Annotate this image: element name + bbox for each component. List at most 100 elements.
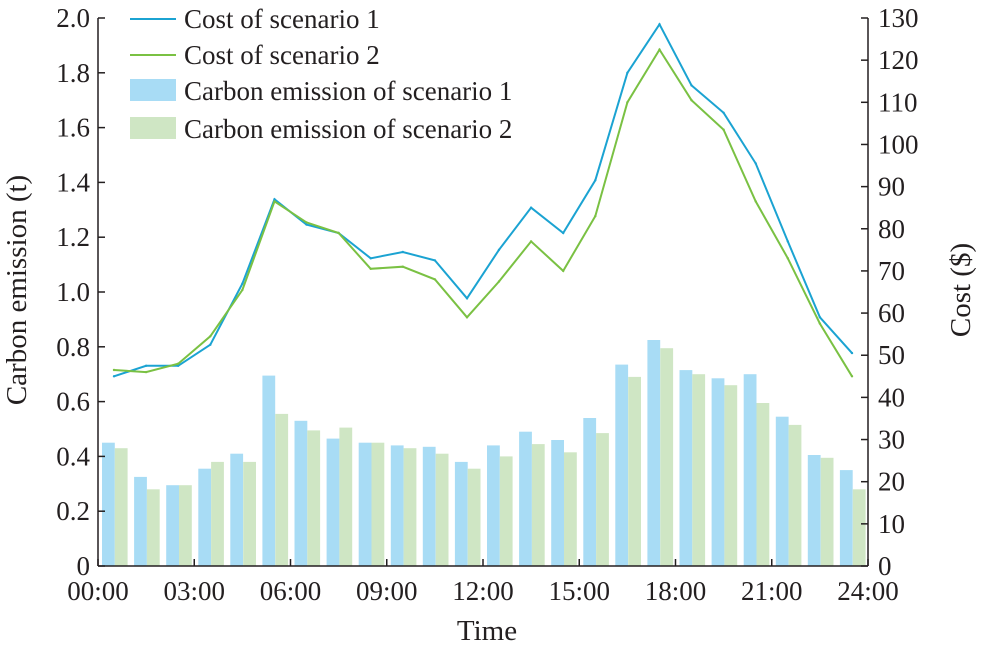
cost-point-scenario-2-hour-14 [562,269,565,273]
left-y-tick-label-10: 2.0 [56,3,90,33]
bar-scenario-2-hour-21 [788,424,802,566]
bar-scenario-2-hour-08 [371,442,385,566]
legend-label-cost-scenario-2: Cost of scenario 2 [184,40,380,70]
right-y-tick-label-5: 50 [878,340,905,370]
right-y-tick-label-8: 80 [878,214,905,244]
bar-scenario-2-hour-14 [564,452,577,566]
cost-point-scenario-1-hour-21 [786,240,789,243]
bar-scenario-1-hour-10 [422,446,436,566]
x-tick-label-3: 09:00 [356,576,418,606]
cost-point-scenario-2-hour-00 [112,368,116,372]
bar-scenario-2-hour-19 [724,385,738,566]
left-y-tick-label-7: 1.4 [56,167,90,197]
bar-scenario-1-hour-04 [230,453,244,566]
bar-scenario-1-hour-20 [743,374,757,566]
right-y-axis-title: Cost ($) [945,243,977,337]
bar-scenario-1-hour-09 [390,445,404,566]
cost-point-scenario-2-hour-16 [626,101,629,104]
cost-point-scenario-1-hour-06 [305,223,308,226]
cost-point-scenario-1-hour-09 [401,250,404,254]
bar-series-scenario-2 [114,348,866,566]
cost-point-scenario-1-hour-08 [369,257,372,260]
cost-point-scenario-1-hour-10 [433,259,437,262]
cost-point-scenario-2-hour-11 [465,316,469,319]
cost-point-scenario-1-hour-20 [754,162,757,165]
cost-point-scenario-2-hour-04 [241,288,244,292]
cost-point-scenario-2-hour-15 [594,214,597,218]
right-y-tick-label-6: 60 [878,298,905,328]
left-y-tick-label-3: 0.6 [56,387,90,417]
cost-point-scenario-2-hour-19 [722,128,725,131]
cost-point-scenario-1-hour-14 [562,231,565,235]
cost-point-scenario-1-hour-23 [850,351,854,355]
bar-scenario-2-hour-03 [211,461,224,566]
bar-scenario-2-hour-09 [403,448,417,566]
bar-scenario-2-hour-13 [531,444,545,566]
cost-point-scenario-2-hour-03 [209,335,212,338]
bar-scenario-1-hour-00 [102,442,115,566]
right-y-tick-label-13: 130 [878,3,919,33]
cost-line-scenario-2 [113,47,853,377]
line-series-group [112,22,854,378]
x-tick-label-4: 12:00 [452,576,514,606]
cost-point-scenario-1-hour-04 [241,282,244,285]
bar-scenario-1-hour-06 [294,420,308,566]
cost-point-scenario-2-hour-13 [529,240,533,243]
cost-point-scenario-2-hour-08 [369,267,372,270]
right-y-tick-label-7: 70 [878,256,905,286]
bar-scenario-1-hour-13 [519,431,532,566]
right-y-tick-label-0: 0 [878,551,892,581]
bar-scenario-1-hour-03 [198,468,212,566]
cost-point-scenario-2-hour-18 [690,99,693,102]
x-ticks: 00:00 03:00 06:00 09:00 12:00 15:00 18:00 21:00… [67,559,899,606]
legend-swatch-carbon-scenario-1 [130,79,176,101]
left-y-tick-label-8: 1.6 [56,113,90,143]
legend-label-carbon-scenario-1: Carbon emission of scenario 1 [184,76,512,106]
bar-series-scenario-1 [102,340,853,566]
cost-point-scenario-2-hour-06 [305,221,308,224]
bar-scenario-2-hour-10 [435,453,449,566]
bar-scenario-1-hour-19 [711,378,725,566]
bar-scenario-1-hour-02 [166,485,179,566]
legend-label-cost-scenario-1: Cost of scenario 1 [184,4,380,34]
right-y-tick-label-11: 110 [878,87,918,117]
right-y-tick-label-12: 120 [878,45,919,75]
bar-scenario-2-hour-18 [692,374,706,566]
cost-point-scenario-2-hour-20 [754,200,757,203]
bar-scenario-1-hour-16 [615,364,629,566]
cost-point-scenario-2-hour-09 [401,265,404,268]
cost-point-scenario-2-hour-17 [658,48,661,51]
bar-scenario-1-hour-22 [807,455,821,566]
cost-point-scenario-1-hour-17 [658,23,661,26]
cost-point-scenario-1-hour-01 [144,364,148,367]
cost-point-scenario-1-hour-12 [497,248,501,251]
x-tick-label-6: 18:00 [645,576,707,606]
cost-point-scenario-1-hour-15 [594,179,597,182]
cost-point-scenario-1-hour-00 [112,375,116,378]
right-y-tick-label-10: 100 [878,129,919,159]
right-y-ticks: 0 10 20 30 40 50 60 70 80 90 100 110 120 130 [861,3,919,581]
cost-point-scenario-2-hour-23 [850,375,854,378]
left-y-tick-label-5: 1.0 [56,277,90,307]
x-axis-title: Time [457,615,517,647]
cost-point-scenario-1-hour-16 [626,71,629,75]
legend-swatch-carbon-scenario-2 [130,117,176,139]
bar-scenario-1-hour-12 [487,445,500,566]
bar-scenario-1-hour-21 [775,416,789,566]
bar-scenario-1-hour-17 [647,340,661,566]
bar-scenario-2-hour-17 [660,348,674,566]
x-tick-label-0: 00:00 [67,576,129,606]
legend-label-carbon-scenario-2: Carbon emission of scenario 2 [184,114,512,144]
x-tick-label-1: 03:00 [163,576,225,606]
cost-point-scenario-2-hour-12 [497,280,501,283]
left-y-tick-label-6: 1.2 [56,222,90,252]
cost-point-scenario-1-hour-03 [209,343,212,346]
right-y-tick-label-4: 40 [878,382,905,412]
legend: Cost of scenario 1 Cost of scenario 2 Ca… [130,4,512,144]
right-y-tick-label-1: 10 [878,509,905,539]
right-y-tick-label-2: 20 [878,467,905,497]
bar-scenario-2-hour-00 [114,448,128,566]
bar-scenario-1-hour-18 [679,370,693,566]
cost-point-scenario-1-hour-22 [818,316,822,319]
